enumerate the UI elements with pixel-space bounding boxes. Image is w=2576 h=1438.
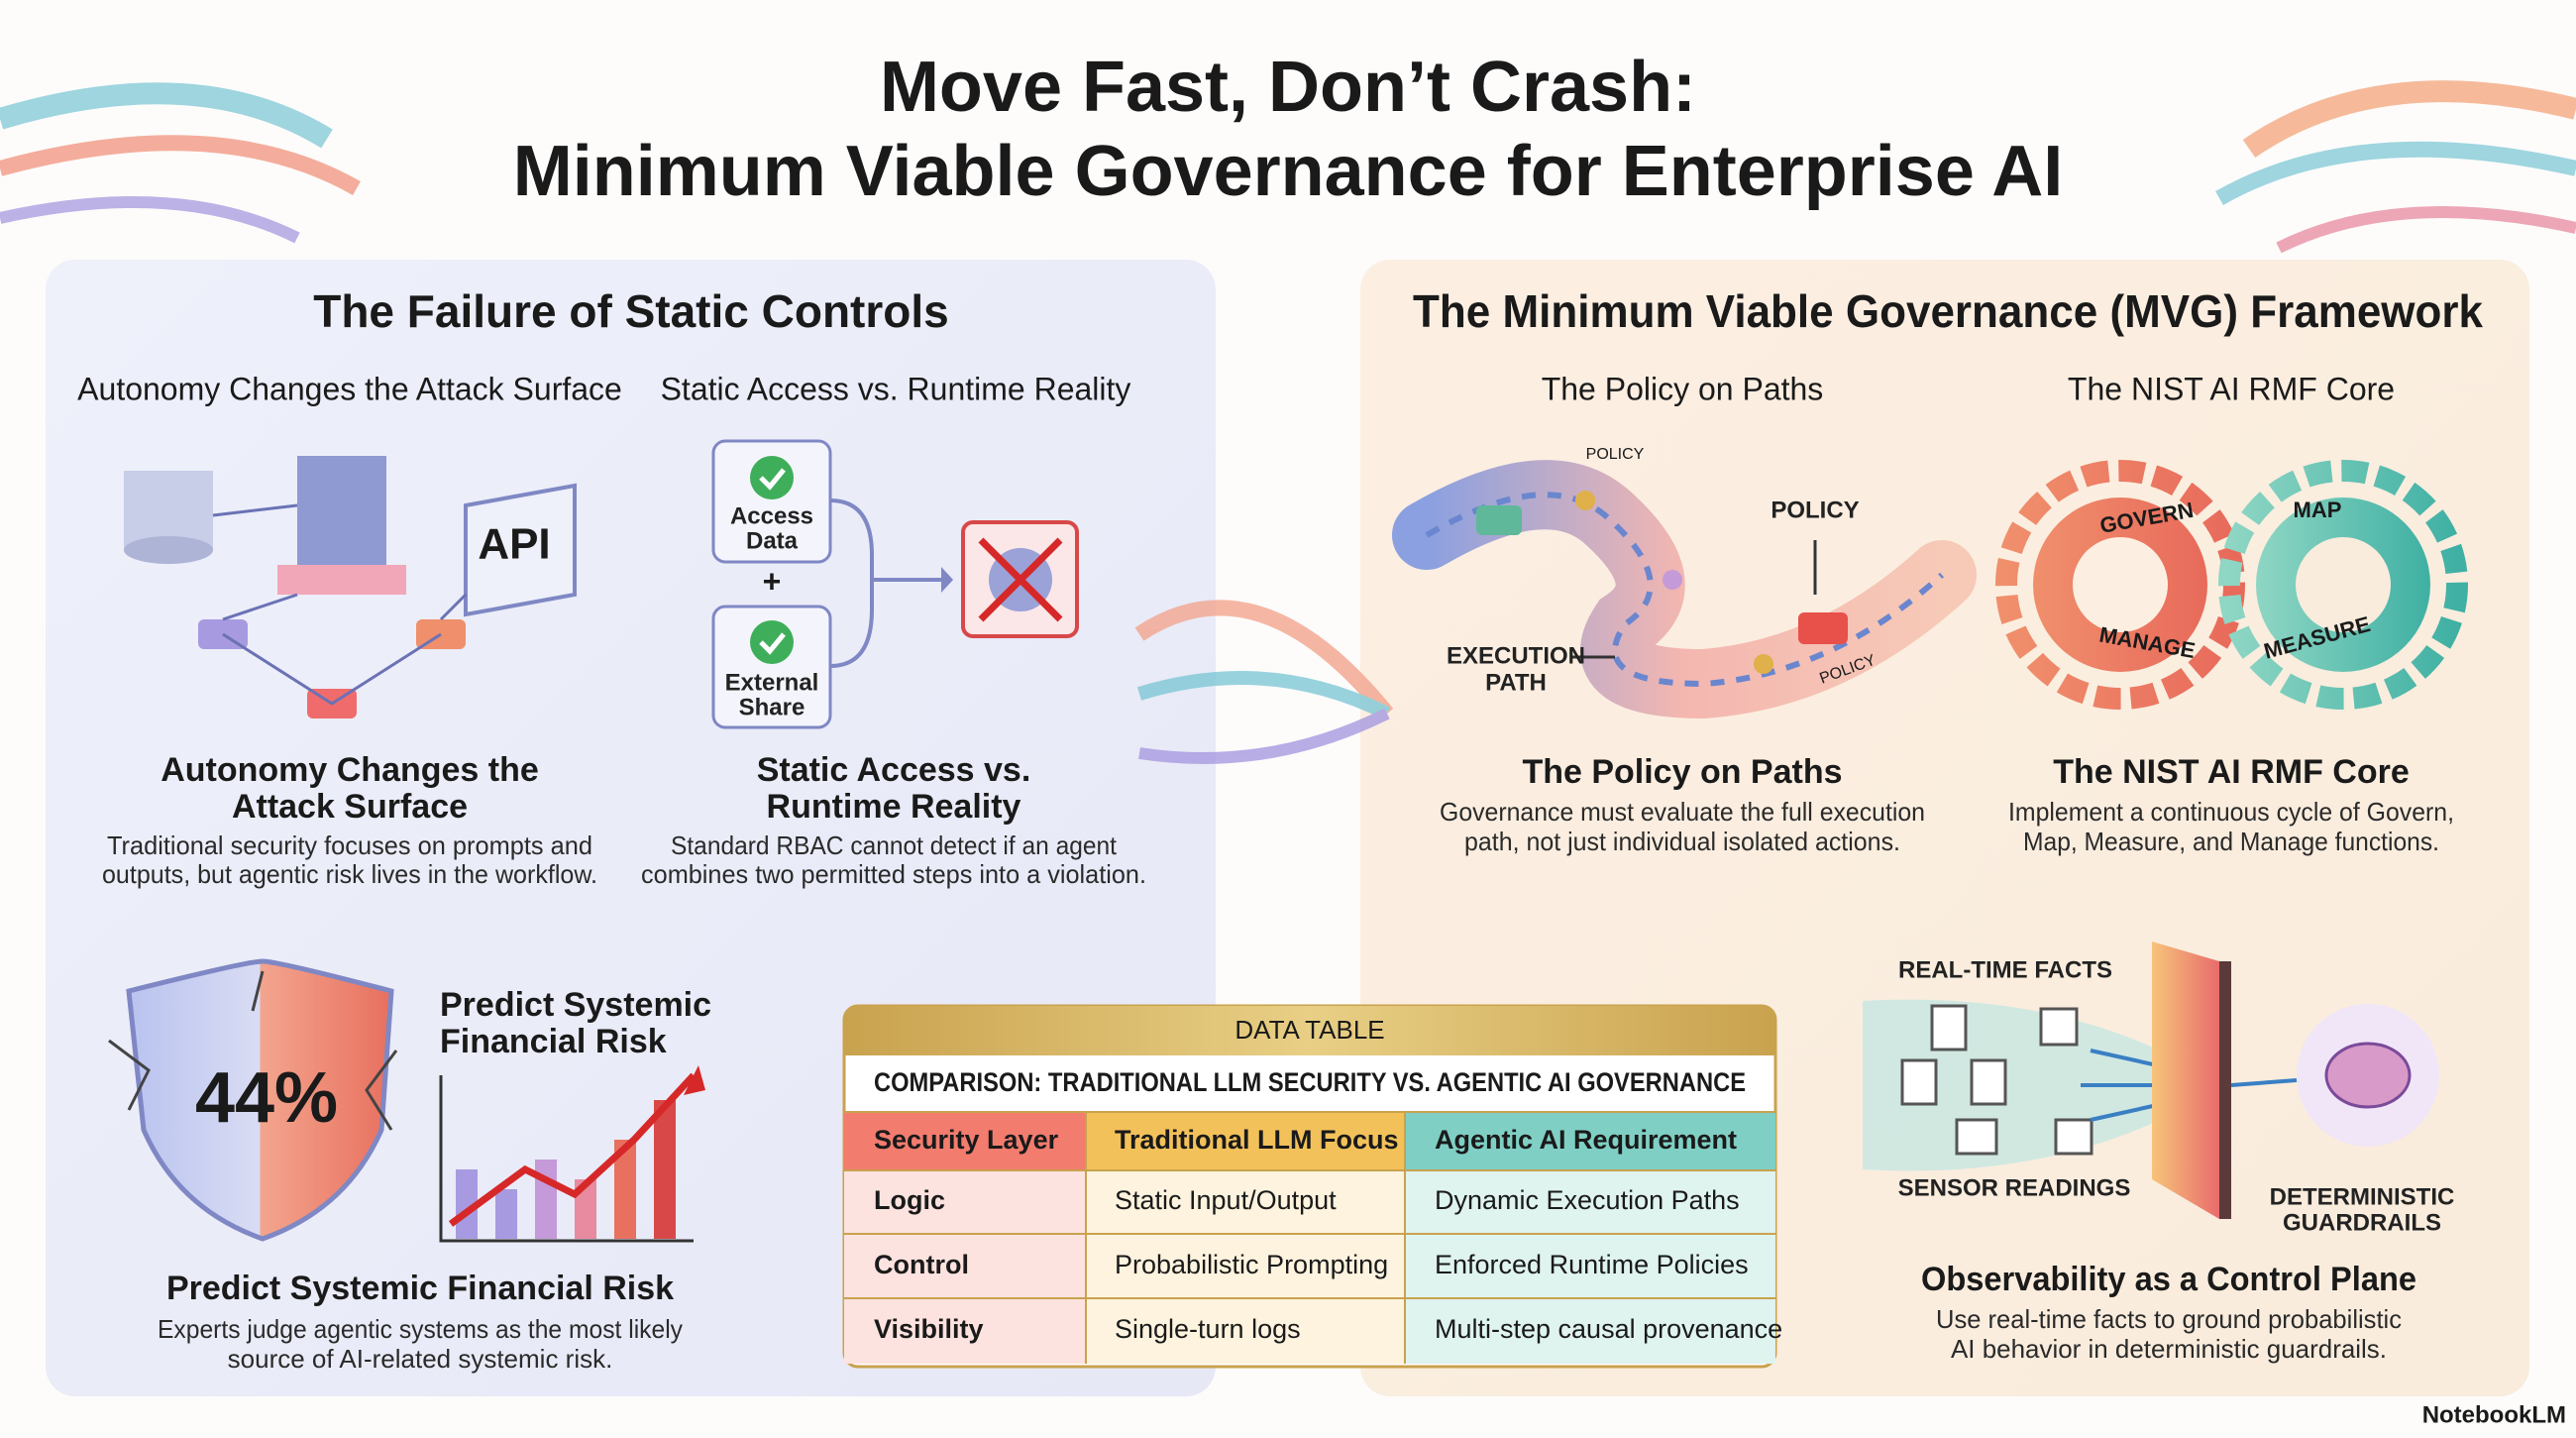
table-cell: Multi-step causal provenance [1435, 1314, 1782, 1344]
path-label: POLICY [1586, 446, 1645, 463]
observability-illustration [1863, 941, 2439, 1219]
flow-decoration [1134, 600, 1394, 764]
api-label: API [478, 520, 550, 569]
shield-illustration [126, 958, 394, 1242]
card-body: AI behavior in deterministic guardrails. [1951, 1334, 2387, 1364]
path-label: POLICY [1771, 497, 1859, 523]
access-label: Access [730, 502, 813, 529]
subheading: The Policy on Paths [1542, 371, 1824, 406]
section-heading: The Failure of Static Controls [313, 285, 949, 337]
title: Move Fast, Don’t Crash: [880, 48, 1696, 127]
table-caption: COMPARISON: TRADITIONAL LLM SECURITY VS.… [874, 1067, 1746, 1097]
card-title: Autonomy Changes the [161, 751, 539, 789]
card-title: Runtime Reality [767, 788, 1021, 826]
crack-decoration [108, 970, 398, 1131]
card-body: Implement a continuous cycle of Govern, [2008, 797, 2454, 827]
column-header: Agentic AI Requirement [1435, 1125, 1737, 1155]
attack-surface-illustration: API [124, 456, 577, 719]
table-cell: Dynamic Execution Paths [1435, 1185, 1740, 1215]
table-cell: Visibility [874, 1314, 984, 1344]
share-label: External [725, 669, 819, 696]
card-title: The Policy on Paths [1522, 753, 1842, 791]
risk-chart-illustration [439, 1065, 705, 1243]
decoration [0, 80, 2576, 254]
table-cell: Enforced Runtime Policies [1435, 1250, 1749, 1279]
table-label: DATA TABLE [1234, 1015, 1384, 1045]
brand: NotebookLM [2422, 1401, 2566, 1428]
chart-label: Predict Systemic [440, 986, 711, 1024]
card-title: Predict Systemic Financial Risk [166, 1270, 674, 1307]
static-access-illustration [711, 439, 1079, 729]
chart-label: Financial Risk [440, 1023, 667, 1060]
data-table [842, 1004, 1777, 1369]
card-body: Traditional security focuses on prompts … [107, 830, 592, 860]
table-cell: Control [874, 1250, 969, 1279]
card-title: Observability as a Control Plane [1921, 1261, 2416, 1298]
subheading: Autonomy Changes the Attack Surface [77, 371, 622, 406]
section-heading: The Minimum Viable Governance (MVG) Fram… [1413, 285, 2483, 337]
table-cell: Static Input/Output [1115, 1185, 1337, 1215]
card-title: The NIST AI RMF Core [2053, 753, 2410, 791]
table-cell: Single-turn logs [1115, 1314, 1301, 1344]
path-label: PATH [1485, 669, 1547, 696]
obs-label: REAL-TIME FACTS [1898, 956, 2112, 983]
card-body: source of AI-related systemic risk. [228, 1344, 613, 1374]
path-label: EXECUTION [1447, 642, 1585, 669]
card-title: Attack Surface [232, 788, 468, 826]
card-body: Use real-time facts to ground probabilis… [1936, 1304, 2402, 1334]
table-cell: Logic [874, 1185, 945, 1215]
card-body: Governance must evaluate the full execut… [1440, 797, 1925, 827]
card-body: Experts judge agentic systems as the mos… [158, 1314, 683, 1344]
column-header: Security Layer [874, 1125, 1059, 1155]
obs-label: SENSOR READINGS [1898, 1174, 2131, 1201]
card-body: combines two permitted steps into a viol… [641, 859, 1146, 889]
card-title: Static Access vs. [757, 751, 1031, 789]
risk-stat: 44% [195, 1058, 338, 1138]
card-body: Map, Measure, and Manage functions. [2023, 827, 2439, 856]
nist-gears-illustration [1995, 460, 2468, 710]
obs-label: GUARDRAILS [2283, 1209, 2441, 1236]
title: Minimum Viable Governance for Enterprise… [513, 132, 2063, 211]
card-body: outputs, but agentic risk lives in the w… [102, 859, 597, 889]
obs-label: DETERMINISTIC [2270, 1183, 2455, 1210]
subheading: The NIST AI RMF Core [2068, 371, 2395, 406]
column-header: Traditional LLM Focus [1115, 1125, 1399, 1155]
gear-label: MAP [2294, 498, 2342, 522]
plus-sign: + [763, 563, 782, 599]
card-body: path, not just individual isolated actio… [1464, 827, 1900, 856]
subheading: Static Access vs. Runtime Reality [661, 371, 1131, 406]
table-cell: Probabilistic Prompting [1115, 1250, 1388, 1279]
policy-path-illustration [1392, 460, 1977, 719]
access-label: Data [746, 527, 799, 554]
card-body: Standard RBAC cannot detect if an agent [671, 830, 1118, 860]
share-label: Share [739, 694, 805, 720]
